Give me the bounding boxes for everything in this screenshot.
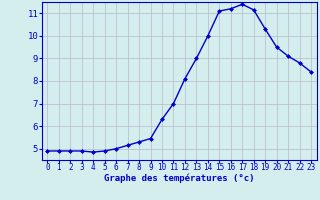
X-axis label: Graphe des températures (°c): Graphe des températures (°c) — [104, 174, 254, 183]
